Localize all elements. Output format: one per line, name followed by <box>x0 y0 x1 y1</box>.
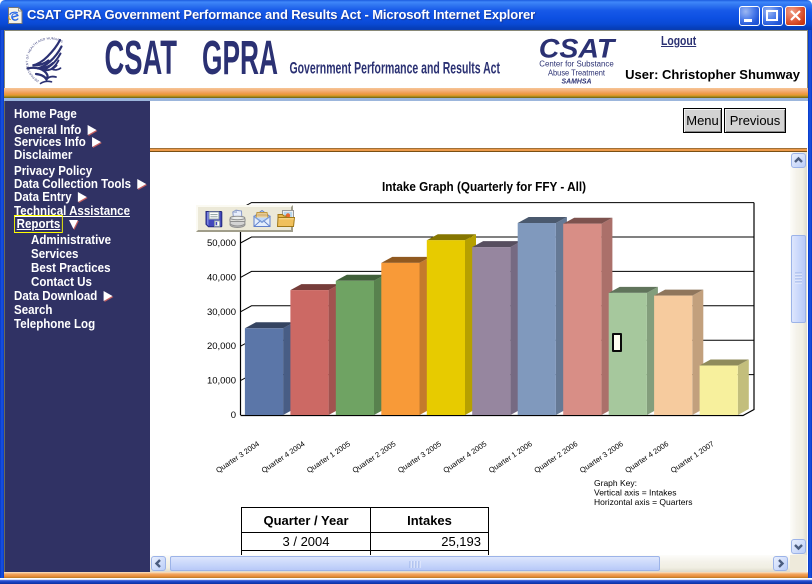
svg-text:20,000: 20,000 <box>207 341 236 352</box>
svg-text:30,000: 30,000 <box>207 307 236 318</box>
svg-text:50,000: 50,000 <box>207 238 236 249</box>
svg-text:Center for Substance: Center for Substance <box>539 60 614 69</box>
svg-text:Quarter 2 2006: Quarter 2 2006 <box>532 439 579 475</box>
svg-text:Quarter 4 2005: Quarter 4 2005 <box>441 439 488 475</box>
svg-text:CSAT: CSAT <box>539 34 617 64</box>
svg-text:Graph Key:: Graph Key: <box>594 478 637 488</box>
svg-text:Intake Graph (Quarterly for FF: Intake Graph (Quarterly for FFY - All) <box>382 180 586 194</box>
svg-text:Quarter 4 2006: Quarter 4 2006 <box>623 439 670 475</box>
svg-text:Abuse Treatment: Abuse Treatment <box>548 69 606 78</box>
svg-text:Quarter 1 2005: Quarter 1 2005 <box>305 439 352 475</box>
svg-text:40,000: 40,000 <box>207 272 236 283</box>
svg-text:Quarter 4 2004: Quarter 4 2004 <box>260 439 307 475</box>
svg-text:Horizontal axis = Quarters: Horizontal axis = Quarters <box>594 497 693 507</box>
svg-text:Government Performance and Res: Government Performance and Results Act <box>290 59 501 78</box>
svg-text:GPRA: GPRA <box>202 32 278 85</box>
svg-text:0: 0 <box>231 410 236 421</box>
svg-text:10,000: 10,000 <box>207 376 236 387</box>
svg-text:Quarter 1 2006: Quarter 1 2006 <box>487 439 534 475</box>
svg-text:Quarter 3 2005: Quarter 3 2005 <box>396 439 443 475</box>
svg-text:CSAT: CSAT <box>105 32 178 85</box>
svg-text:Vertical axis = Intakes: Vertical axis = Intakes <box>594 488 676 498</box>
svg-text:Quarter 3 2006: Quarter 3 2006 <box>578 439 625 475</box>
svg-text:SAMHSA: SAMHSA <box>562 79 592 86</box>
svg-text:Quarter 1 2007: Quarter 1 2007 <box>669 439 716 475</box>
svg-text:Quarter 2 2005: Quarter 2 2005 <box>351 439 398 475</box>
svg-text:Quarter 3 2004: Quarter 3 2004 <box>214 439 261 475</box>
